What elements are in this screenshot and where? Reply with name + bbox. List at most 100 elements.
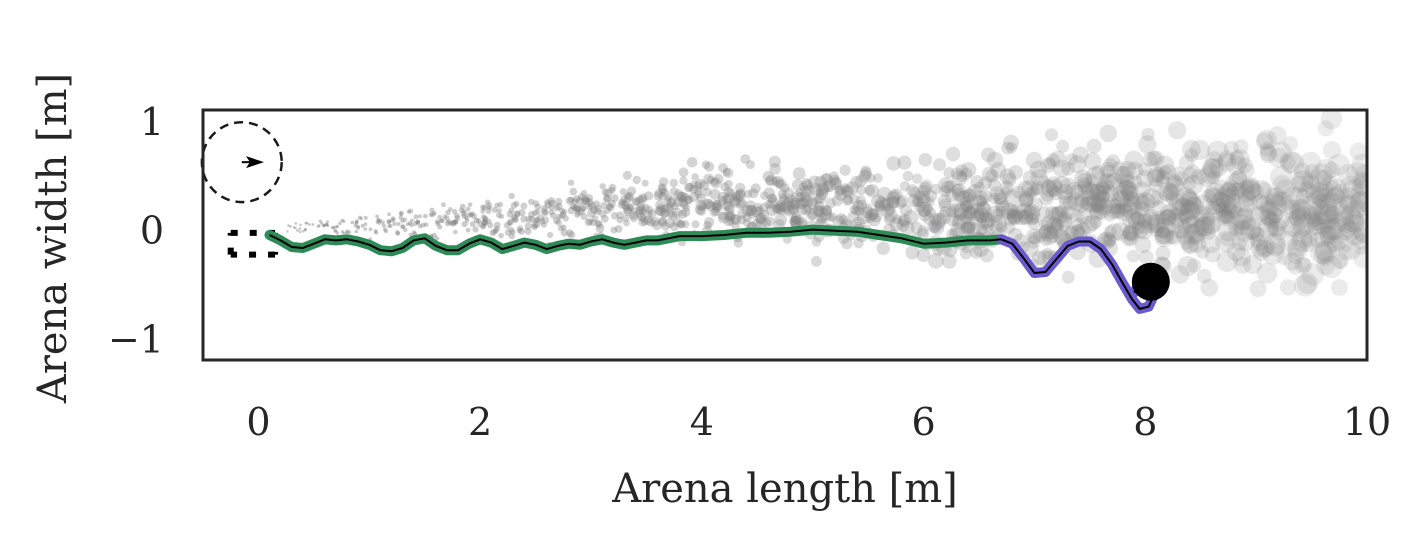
cloud-point (1089, 216, 1103, 229)
cloud-point (930, 221, 945, 235)
cloud-point (1256, 262, 1278, 284)
cloud-point (677, 191, 688, 202)
cloud-point (304, 221, 308, 225)
cloud-point (1159, 209, 1177, 227)
cloud-point (665, 194, 673, 202)
cloud-point (705, 200, 716, 212)
cloud-point (722, 167, 734, 178)
cloud-point (1225, 185, 1240, 201)
cloud-point (1255, 239, 1274, 258)
cloud-point (1095, 189, 1110, 204)
cloud-point (423, 213, 428, 219)
cloud-point (1291, 229, 1314, 252)
cloud-point (1180, 200, 1200, 221)
cloud-point (1070, 209, 1084, 223)
cloud-point (1070, 224, 1085, 240)
cloud-point (289, 225, 292, 228)
cloud-point (653, 191, 664, 201)
cloud-point (602, 194, 612, 203)
cloud-point (735, 188, 746, 199)
cloud-point (1154, 225, 1174, 245)
cloud-point (1313, 193, 1330, 209)
cloud-point (595, 223, 605, 233)
cloud-point (703, 173, 715, 185)
cloud-point (417, 214, 422, 219)
cloud-point (1067, 192, 1086, 211)
cloud-point (1026, 235, 1041, 249)
cloud-point (1256, 182, 1273, 199)
cloud-point (1147, 166, 1165, 184)
cloud-point (794, 197, 807, 210)
cloud-point (1003, 212, 1017, 226)
cloud-point (981, 147, 996, 163)
cloud-point (580, 212, 588, 221)
cloud-point (839, 164, 851, 176)
cloud-point (1018, 209, 1033, 225)
cloud-point (939, 206, 951, 218)
cloud-point (1191, 220, 1207, 236)
cloud-point (855, 195, 867, 206)
cloud-point (1183, 174, 1204, 195)
cloud-point (553, 217, 561, 225)
cloud-point (1308, 204, 1329, 225)
cloud-point (813, 200, 825, 212)
cloud-point (610, 212, 619, 220)
cloud-point (1351, 153, 1367, 178)
cloud-point (567, 231, 576, 239)
cloud-point (347, 230, 352, 235)
cloud-point (1041, 180, 1058, 198)
cloud-point (560, 211, 567, 218)
cloud-point (1266, 217, 1287, 237)
cloud-point (911, 195, 924, 207)
cloud-point (723, 215, 734, 227)
cloud-point (504, 229, 512, 236)
cloud-point (1250, 234, 1268, 251)
cloud-point (1138, 162, 1152, 177)
cloud-point (1311, 186, 1332, 208)
cloud-point (1112, 190, 1131, 209)
y-axis-label: Arena width [m] (30, 73, 76, 404)
cloud-point (1141, 188, 1161, 209)
cloud-point (995, 200, 1011, 216)
cloud-point (520, 215, 528, 223)
cloud-point (1351, 233, 1367, 255)
cloud-point (480, 204, 486, 211)
cloud-point (1027, 184, 1040, 198)
cloud-point (631, 207, 639, 215)
cloud-point (951, 214, 967, 230)
cloud-point (383, 229, 389, 234)
cloud-point (696, 206, 707, 216)
cloud-point (973, 194, 986, 208)
cloud-point (1058, 195, 1074, 211)
cloud-point (1184, 196, 1205, 217)
cloud-point (1222, 198, 1242, 218)
cloud-point (1319, 218, 1342, 241)
cloud-point (1068, 155, 1087, 174)
cloud-point (576, 196, 585, 205)
cloud-point (1249, 206, 1270, 226)
cloud-point (461, 209, 467, 215)
cloud-point (534, 203, 542, 211)
cloud-point (1174, 171, 1189, 186)
cloud-point (652, 220, 662, 231)
cloud-point (1075, 207, 1093, 225)
cloud-point (1171, 166, 1186, 181)
cloud-point (1132, 223, 1148, 239)
cloud-point (1245, 183, 1264, 202)
cloud-point (1281, 151, 1305, 175)
cloud-point (1330, 232, 1348, 250)
cloud-point (1131, 221, 1146, 235)
cloud-point (1154, 210, 1169, 225)
cloud-point (1301, 174, 1321, 194)
cloud-point (389, 218, 394, 223)
cloud-point (1122, 195, 1142, 215)
cloud-point (723, 187, 734, 198)
cloud-point (1200, 233, 1221, 254)
cloud-point (359, 216, 363, 221)
cloud-point (990, 221, 1004, 235)
cloud-point (628, 210, 638, 220)
cloud-point (636, 202, 645, 212)
cloud-point (608, 186, 616, 194)
cloud-point (1134, 195, 1152, 213)
cloud-point (884, 214, 896, 226)
